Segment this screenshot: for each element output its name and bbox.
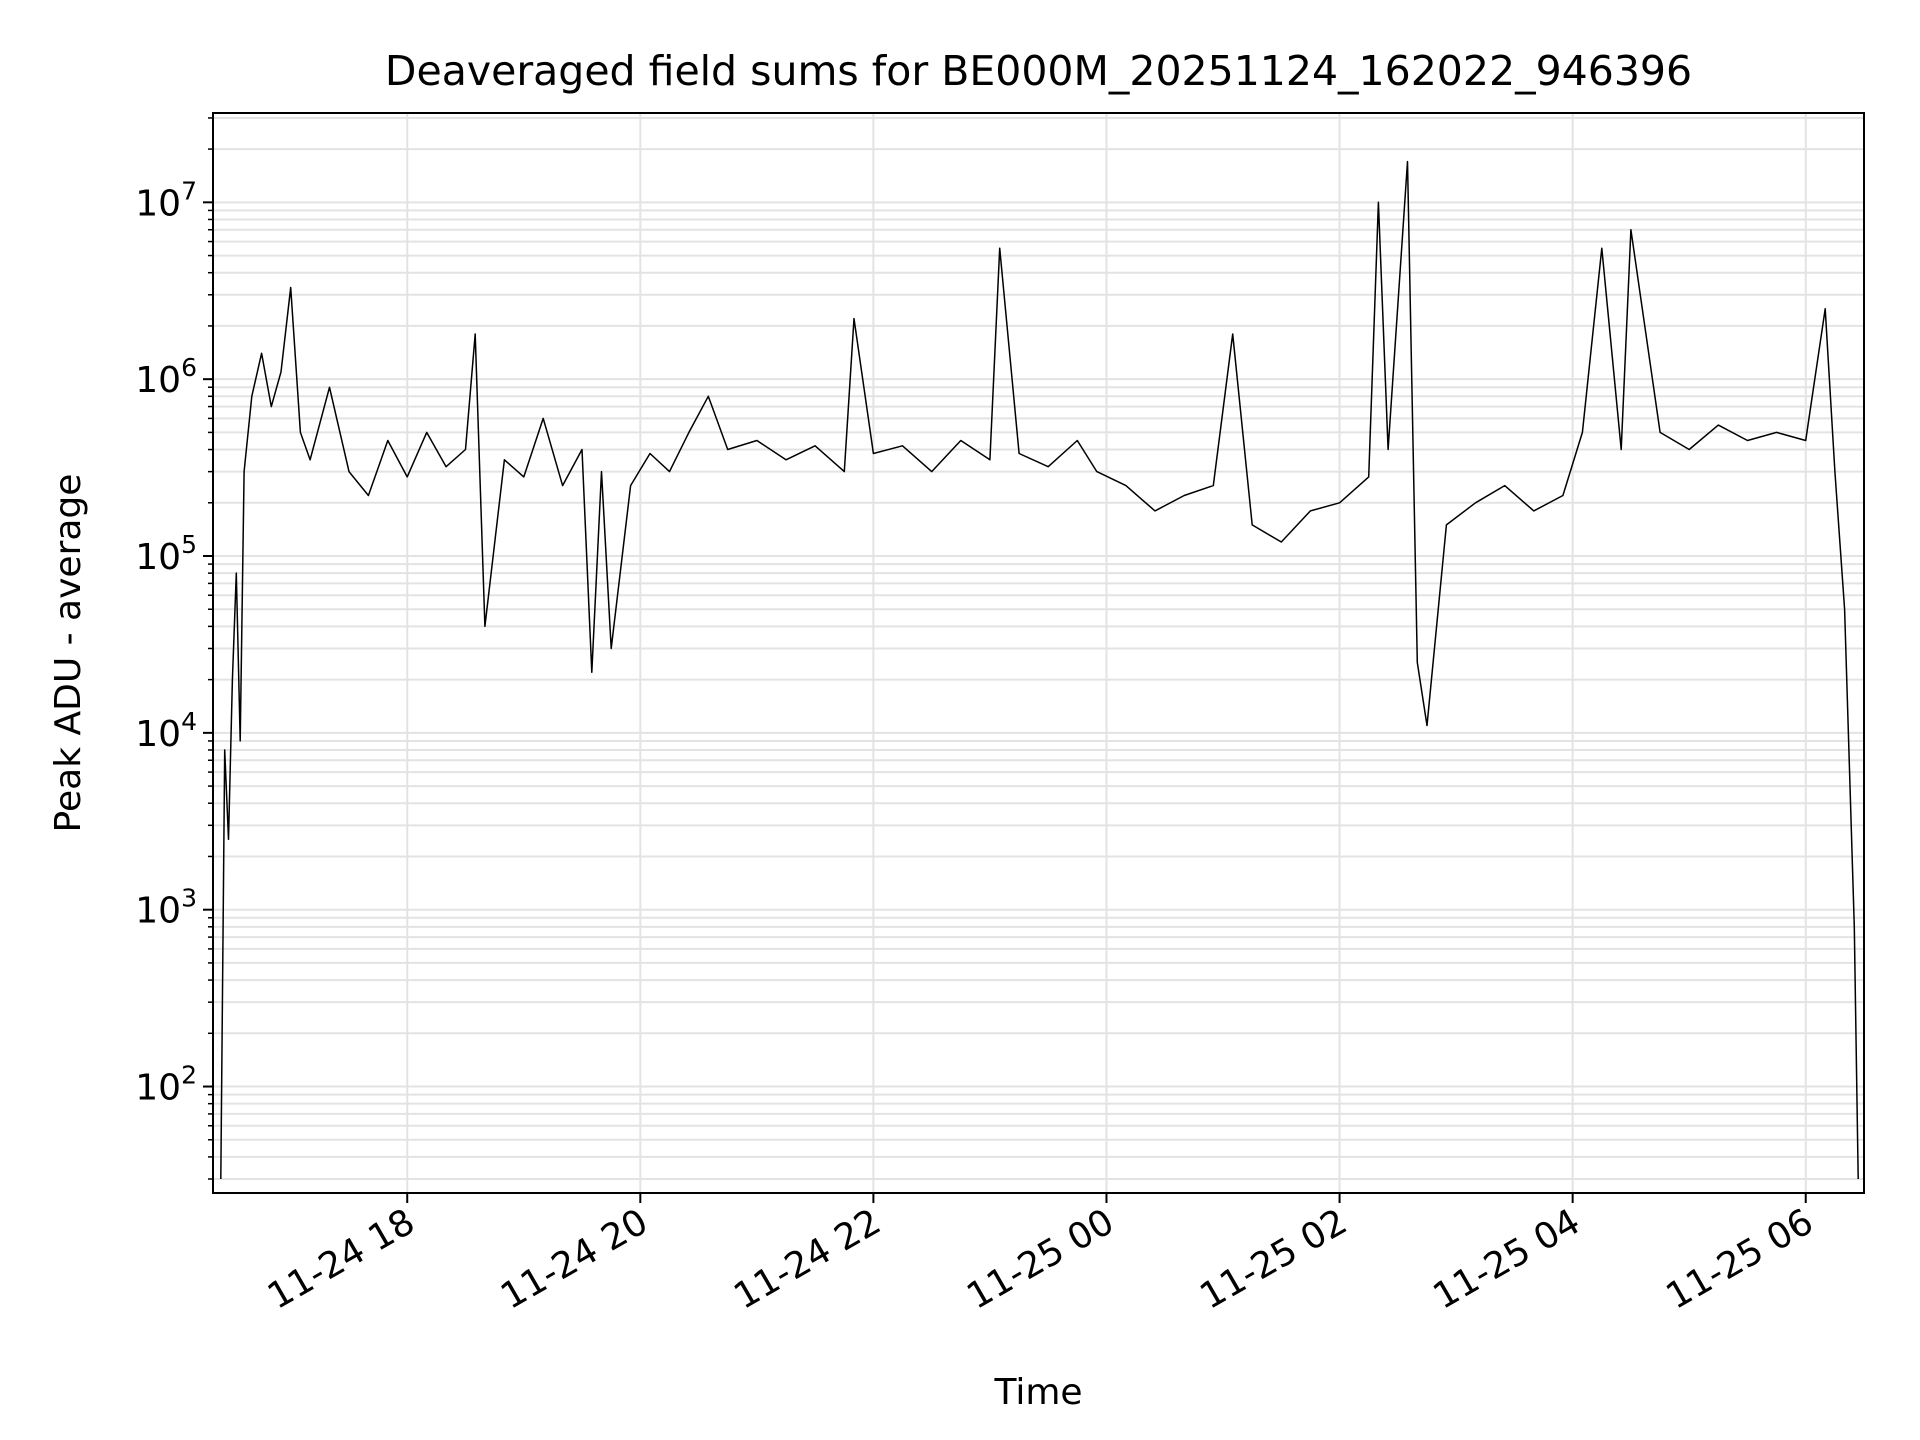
y-axis-ticks: 102 103 104 105 106 107 — [135, 117, 213, 1180]
y-axis-label: Peak ADU - average — [48, 474, 89, 833]
series-line — [220, 160, 1859, 1180]
x-tick-label: 11-24 20 — [494, 1201, 655, 1317]
y-tick-label: 102 — [135, 1061, 197, 1109]
y-tick-label: 103 — [135, 884, 197, 932]
y-tick-label: 105 — [135, 530, 197, 578]
x-axis-ticks: 11-24 18 11-24 20 11-24 22 11-25 00 11-25 02… — [261, 1193, 1820, 1318]
x-tick-label: 11-24 18 — [261, 1201, 422, 1317]
x-tick-label: 11-24 22 — [727, 1201, 888, 1317]
x-tick-label: 11-25 02 — [1193, 1201, 1354, 1317]
grid — [213, 113, 1864, 1193]
series-layer — [220, 160, 1859, 1180]
x-axis-label: Time — [993, 1372, 1082, 1413]
y-tick-label: 104 — [135, 707, 197, 755]
plot-frame — [212, 112, 1865, 1194]
x-tick-label: 11-25 06 — [1660, 1201, 1821, 1317]
y-tick-label: 106 — [135, 353, 197, 401]
x-tick-label: 11-25 00 — [960, 1201, 1121, 1317]
y-tick-label: 107 — [135, 176, 197, 224]
x-tick-label: 11-25 04 — [1426, 1201, 1587, 1317]
chart-title: Deaveraged field sums for BE000M_2025112… — [385, 47, 1692, 95]
